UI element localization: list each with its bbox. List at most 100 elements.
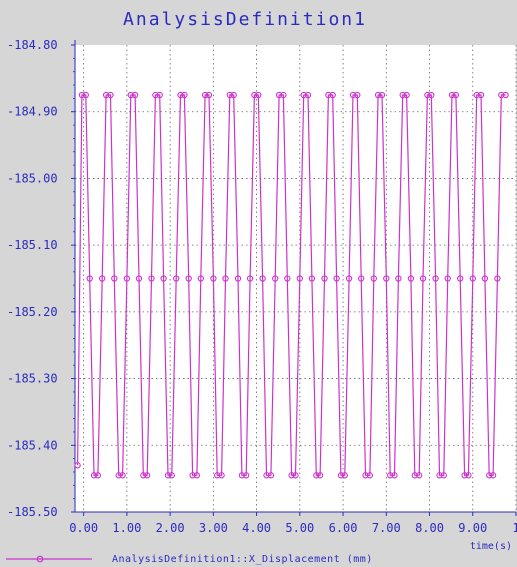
data-point [111,275,118,282]
x-tick-label: 3.00 [199,521,228,535]
data-point [486,472,493,479]
data-point [201,91,209,99]
data-point [284,275,291,282]
data-point [316,472,324,479]
data-point [156,91,163,99]
data-point [383,275,390,282]
data-point [374,91,382,99]
x-tick-label: 8.00 [415,521,444,535]
data-point [168,472,175,479]
data-point [403,91,410,99]
data-point [210,275,217,282]
data-point [222,275,229,282]
data-point [127,91,134,99]
data-point [272,275,279,282]
data-point [457,275,464,282]
data-point [78,91,86,99]
data-point [144,472,151,479]
x-tick-label: 2.00 [156,521,185,535]
y-tick-label: -185.50 [7,505,58,519]
data-point [448,91,456,99]
data-point [313,472,320,479]
data-point [119,472,126,479]
data-point [428,91,435,99]
data-point [419,275,427,282]
data-point [366,472,374,479]
data-point [218,472,225,479]
data-point [498,91,505,99]
data-point [399,91,406,99]
data-point [362,472,369,479]
data-point [107,91,114,99]
data-point [140,472,147,479]
legend-marker [36,555,44,563]
data-point [407,275,415,282]
data-point [74,462,81,469]
y-tick-label: -185.30 [7,372,58,386]
data-point [424,91,431,99]
grid-lines [75,45,517,512]
data-point [358,275,365,282]
y-tick-label: -185.20 [7,305,58,319]
data-point [325,91,332,99]
legend-label: AnalysisDefinition1::X_Displacement (mm) [112,554,373,565]
data-point [494,275,501,282]
data-point [251,91,258,99]
data-point [461,472,468,479]
data-point [152,91,159,99]
data-point [395,275,402,282]
data-point [135,275,143,282]
data-point [205,91,213,99]
data-point [444,275,451,282]
data-point [465,472,472,479]
data-point [502,91,509,99]
data-point [275,91,283,99]
data-point [259,275,266,282]
x-tick-label: 6.00 [329,521,358,535]
data-point [238,472,246,479]
data-point [246,275,254,282]
axes [71,40,517,516]
data-point [90,472,98,479]
data-point [349,91,357,99]
data-point [214,472,221,479]
data-point [193,472,201,479]
data-point [452,91,460,99]
x-tick-label: 7.00 [372,521,401,535]
data-point [432,275,439,282]
data-point [469,275,476,282]
data-point [411,472,418,479]
data-point [304,91,312,99]
data-point [160,275,167,282]
y-tick-label: -185.10 [7,238,58,252]
data-point [333,275,340,282]
y-tick-label: -184.80 [7,38,58,52]
data-point [234,275,242,282]
data-point [185,275,192,282]
x-tick-label: 1.00 [112,521,141,535]
data-point [177,91,184,99]
y-tick-label: -185.40 [7,438,58,452]
series-line [77,94,506,476]
data-point [115,472,122,479]
data-point [391,472,398,479]
data-point [197,275,204,282]
data-point [263,472,270,479]
data-point [173,275,180,282]
data-point [148,275,155,282]
data-point [255,91,262,99]
data-point [86,275,93,282]
data-point [387,472,394,479]
data-point [300,91,307,99]
data-point [337,472,345,479]
data-point [341,472,348,479]
data-point [267,472,275,479]
x-tick-label: 5.00 [285,521,314,535]
data-point [308,275,316,282]
data-point [473,91,480,99]
data-point [181,91,188,99]
x-axis-label: time(s) [470,541,512,552]
data-point [378,91,386,99]
data-point [230,91,237,99]
